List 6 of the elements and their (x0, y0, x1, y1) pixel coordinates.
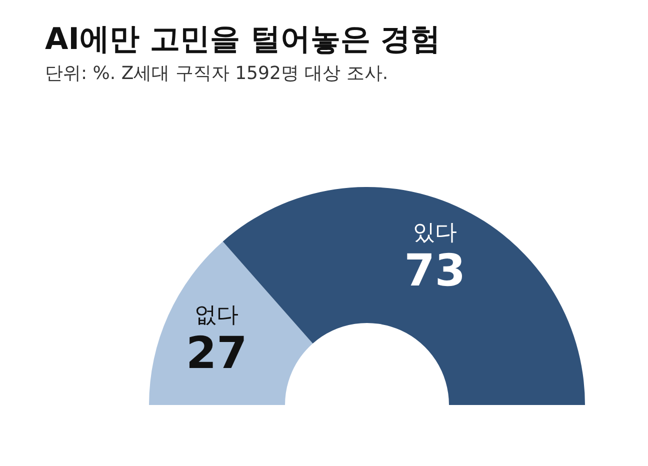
data-label: 73 (404, 246, 466, 297)
chart-subtitle: 단위: %. Z세대 구직자 1592명 대상 조사. (45, 63, 388, 84)
chart-title: AI에만 고민을 털어놓은 경험 (45, 22, 441, 57)
data-label: 27 (186, 328, 248, 380)
slice-label: 없다 (194, 303, 239, 328)
slice-label: 있다 (412, 220, 457, 246)
